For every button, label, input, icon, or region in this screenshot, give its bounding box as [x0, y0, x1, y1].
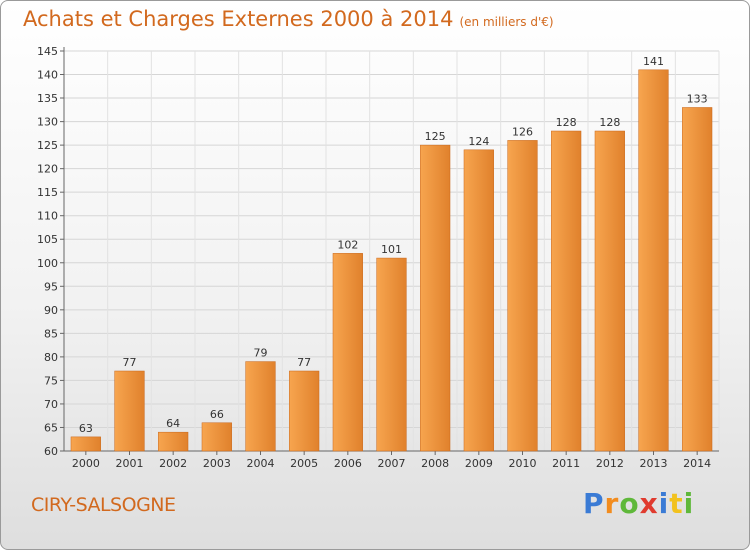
x-tick-label: 2011 — [552, 457, 580, 470]
proxiti-logo[interactable]: Proxiti — [583, 487, 695, 520]
value-label: 141 — [643, 55, 664, 68]
x-tick-label: 2010 — [509, 457, 537, 470]
value-label: 101 — [381, 243, 402, 256]
x-tick-label: 2006 — [334, 457, 362, 470]
x-tick-label: 2000 — [72, 457, 100, 470]
x-tick-label: 2001 — [116, 457, 144, 470]
y-tick-label: 120 — [37, 163, 58, 176]
y-tick-label: 60 — [44, 445, 58, 458]
bar-2014[interactable] — [682, 107, 713, 452]
y-tick-label: 115 — [37, 186, 58, 199]
bar-2011[interactable] — [551, 130, 582, 452]
bar-2008[interactable] — [420, 144, 451, 452]
y-tick-label: 85 — [44, 327, 58, 340]
x-tick-label: 2003 — [203, 457, 231, 470]
x-tick-label: 2002 — [159, 457, 187, 470]
value-label: 63 — [79, 422, 93, 435]
y-tick-label: 100 — [37, 257, 58, 270]
value-label: 77 — [123, 356, 137, 369]
value-label: 77 — [297, 356, 311, 369]
value-label: 128 — [556, 116, 577, 129]
value-label: 125 — [425, 130, 446, 143]
chart-subtitle: (en milliers d'€) — [459, 15, 554, 29]
value-label: 126 — [512, 125, 533, 138]
y-tick-label: 145 — [37, 45, 58, 58]
bar-2002[interactable] — [158, 431, 189, 452]
y-tick-label: 140 — [37, 69, 58, 82]
commune-name: CIRY-SALSOGNE — [31, 494, 176, 516]
y-tick-label: 95 — [44, 280, 58, 293]
y-tick-label: 70 — [44, 398, 58, 411]
x-tick-label: 2014 — [683, 457, 711, 470]
value-label: 133 — [687, 92, 708, 105]
value-label: 64 — [166, 417, 180, 430]
y-tick-label: 65 — [44, 421, 58, 434]
bar-2004[interactable] — [245, 361, 276, 452]
bar-2005[interactable] — [289, 370, 320, 452]
labels: 60 65 70 75 80 85 90 95 100 105 110 115 120 125 130 135… — [37, 45, 711, 470]
value-label: 79 — [254, 347, 268, 360]
bar-2007[interactable] — [376, 257, 407, 452]
y-tick-label: 135 — [37, 92, 58, 105]
bar-2000[interactable] — [70, 436, 101, 452]
x-tick-label: 2005 — [290, 457, 318, 470]
value-label: 102 — [337, 238, 358, 251]
bar-2003[interactable] — [201, 422, 232, 452]
chart-title: Achats et Charges Externes 2000 à 2014 — [23, 7, 454, 31]
value-label: 124 — [468, 135, 489, 148]
x-tick-label: 2008 — [421, 457, 449, 470]
bar-2009[interactable] — [463, 149, 494, 452]
y-tick-label: 130 — [37, 116, 58, 129]
bars — [70, 69, 713, 452]
x-tick-label: 2012 — [596, 457, 624, 470]
y-tick-label: 75 — [44, 374, 58, 387]
bar-2010[interactable] — [507, 140, 538, 452]
bar-2001[interactable] — [114, 370, 145, 452]
value-label: 128 — [599, 116, 620, 129]
x-tick-label: 2009 — [465, 457, 493, 470]
y-tick-label: 125 — [37, 139, 58, 152]
x-tick-label: 2004 — [247, 457, 275, 470]
value-label: 66 — [210, 408, 224, 421]
x-tick-label: 2007 — [378, 457, 406, 470]
y-tick-label: 105 — [37, 233, 58, 246]
bar-2013[interactable] — [638, 69, 669, 452]
y-tick-label: 90 — [44, 304, 58, 317]
bar-2006[interactable] — [332, 253, 363, 452]
bar-2012[interactable] — [594, 130, 625, 452]
x-tick-label: 2013 — [640, 457, 668, 470]
y-tick-label: 110 — [37, 210, 58, 223]
y-tick-label: 80 — [44, 351, 58, 364]
chart-title-row: Achats et Charges Externes 2000 à 2014 (e… — [23, 7, 554, 31]
